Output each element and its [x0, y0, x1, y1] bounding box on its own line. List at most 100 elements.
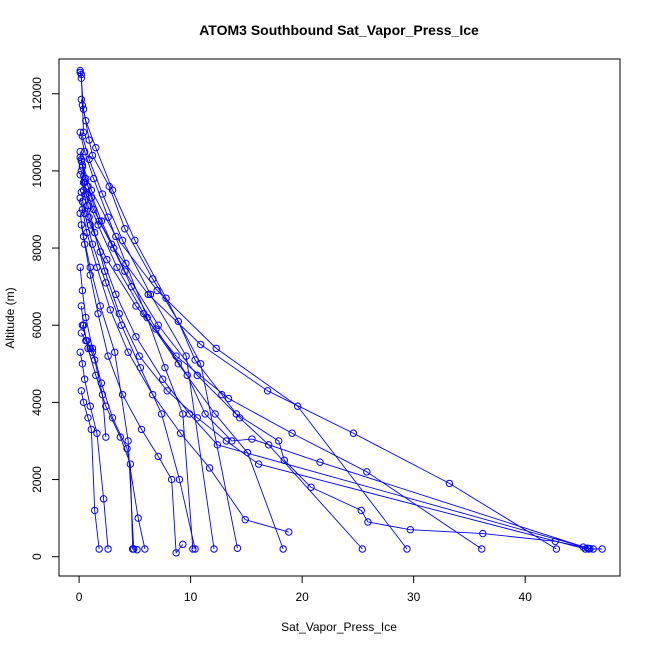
data-point: [179, 410, 187, 418]
data-point: [478, 545, 486, 553]
data-point: [132, 333, 140, 341]
data-point: [586, 544, 594, 553]
data-point: [479, 529, 487, 538]
data-point: [76, 128, 84, 137]
data-point: [183, 371, 191, 380]
data-point: [131, 236, 139, 245]
data-point: [193, 371, 202, 380]
data-point: [154, 321, 162, 329]
data-point: [86, 271, 94, 279]
data-point: [144, 290, 152, 299]
series-line-9: [79, 352, 109, 550]
data-point: [77, 387, 86, 395]
data-point: [92, 144, 100, 152]
y-tick-label: 0: [30, 553, 44, 560]
data-point: [552, 545, 561, 553]
data-point: [77, 74, 86, 82]
data-point: [127, 282, 136, 291]
data-point: [104, 352, 112, 360]
data-point: [76, 348, 84, 356]
data-point: [87, 425, 96, 434]
data-point: [124, 437, 132, 445]
data-point: [445, 479, 454, 488]
x-tick-label: 40: [519, 590, 533, 604]
data-point: [102, 433, 110, 441]
data-point: [403, 545, 411, 553]
data-point: [97, 217, 106, 225]
data-point: [228, 437, 236, 445]
series-line-11: [79, 132, 194, 550]
data-point: [78, 198, 87, 206]
data-point: [96, 248, 104, 256]
series-line-2: [80, 159, 588, 549]
series-line-3: [79, 151, 586, 550]
data-point: [84, 201, 92, 210]
data-point: [77, 70, 86, 79]
y-tick-label: 2000: [30, 466, 44, 493]
series-line-16: [81, 201, 482, 550]
data-point: [154, 452, 162, 461]
data-point: [148, 275, 157, 283]
data-point: [77, 167, 86, 175]
data-point: [85, 155, 93, 164]
data-point: [222, 437, 231, 445]
data-point: [264, 441, 273, 449]
series-line-12: [80, 99, 238, 549]
data-point: [213, 441, 222, 449]
data-point: [163, 387, 171, 395]
data-point: [85, 136, 93, 144]
data-point: [88, 240, 97, 248]
data-point: [148, 390, 157, 399]
data-point: [77, 329, 86, 337]
series-line-10: [80, 390, 100, 550]
data-point: [80, 147, 89, 156]
data-point: [121, 267, 129, 275]
data-point: [80, 240, 89, 248]
data-point: [90, 356, 99, 364]
data-point: [78, 101, 87, 110]
data-point: [134, 514, 142, 522]
data-point: [82, 313, 90, 322]
data-point: [77, 221, 86, 229]
series-lines: [79, 70, 603, 554]
data-point: [88, 344, 97, 353]
data-point: [76, 171, 84, 179]
data-point: [176, 429, 185, 437]
data-point: [116, 433, 125, 441]
data-point: [193, 414, 202, 422]
x-tick-label: 0: [76, 590, 83, 604]
series-line-5: [79, 197, 289, 533]
data-point: [95, 217, 103, 225]
data-point: [293, 402, 302, 410]
data-point: [406, 526, 415, 534]
data-point: [98, 190, 107, 198]
data-point: [123, 444, 131, 453]
data-point: [117, 321, 126, 329]
data-point: [87, 186, 96, 194]
data-point: [86, 221, 94, 229]
series-line-7: [79, 267, 146, 550]
data-point: [357, 506, 365, 515]
data-point: [99, 495, 108, 503]
data-point: [141, 545, 149, 553]
data-point: [76, 66, 84, 75]
series-line-13: [81, 136, 215, 550]
data-point: [140, 309, 148, 318]
y-axis: 0 2000 4000 6000 8000 10000 12000: [30, 77, 60, 560]
data-point: [82, 174, 90, 183]
data-point: [191, 356, 199, 364]
data-point: [109, 244, 118, 252]
data-point: [551, 537, 560, 545]
data-point: [248, 435, 256, 443]
data-point: [210, 545, 218, 553]
data-point: [78, 286, 87, 295]
data-point: [86, 402, 94, 410]
data-point: [598, 545, 606, 553]
data-point: [285, 528, 293, 536]
data-point: [243, 448, 252, 457]
data-point: [224, 394, 233, 403]
series-line-1: [79, 72, 603, 550]
data-point: [79, 186, 88, 194]
data-point: [103, 255, 111, 264]
